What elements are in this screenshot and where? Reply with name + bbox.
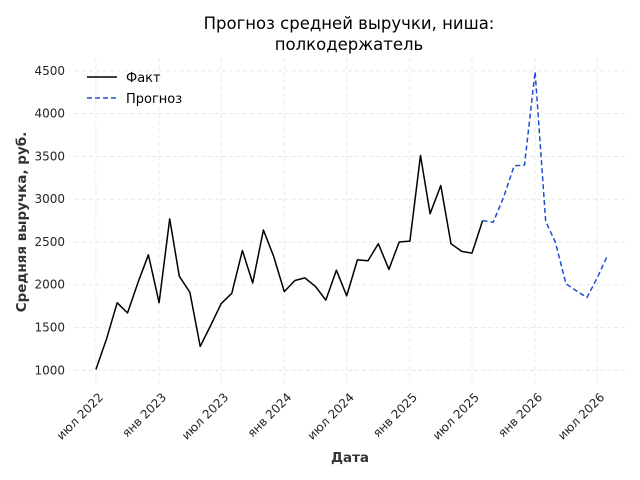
y-tick-label: 2500 xyxy=(34,235,65,249)
y-tick-label: 4500 xyxy=(34,64,65,78)
grid xyxy=(75,58,625,384)
series-line-forecast xyxy=(482,70,609,299)
legend-label-forecast: Прогноз xyxy=(126,92,182,107)
y-tick-label: 4000 xyxy=(34,107,65,121)
y-tick-label: 3500 xyxy=(34,149,65,163)
x-tick-label: июл 2024 xyxy=(305,390,357,442)
legend: Факт Прогноз xyxy=(87,71,182,107)
x-tick-label: июл 2022 xyxy=(54,390,106,442)
y-tick-label: 2000 xyxy=(34,278,65,292)
legend-label-fact: Факт xyxy=(126,71,161,86)
y-tick-label: 1500 xyxy=(34,321,65,335)
x-tick-label: янв 2024 xyxy=(245,390,295,440)
series-line-fact xyxy=(95,154,484,370)
x-tick-label: янв 2023 xyxy=(119,390,169,440)
chart-title-line-1: Прогноз средней выручки, ниша: xyxy=(204,14,495,33)
y-tick-label: 1000 xyxy=(34,363,65,377)
x-tick-label: янв 2025 xyxy=(370,390,420,440)
x-tick-label: июл 2025 xyxy=(430,390,482,442)
x-tick-label: июл 2026 xyxy=(555,390,607,442)
chart-title-line-2: полкодержатель xyxy=(275,35,424,54)
series-lines xyxy=(95,70,609,370)
x-tick-label: янв 2026 xyxy=(495,390,545,440)
y-axis-ticks: 1000 1500 2000 2500 3000 3500 4000 4500 xyxy=(34,64,65,377)
x-tick-label: июл 2023 xyxy=(179,390,231,442)
y-axis-label: Средняя выручка, руб. xyxy=(14,132,30,313)
x-axis-ticks: июл 2022 янв 2023 июл 2023 янв 2024 июл 2024… xyxy=(54,390,608,442)
x-axis-label: Дата xyxy=(331,450,369,466)
y-tick-label: 3000 xyxy=(34,192,65,206)
